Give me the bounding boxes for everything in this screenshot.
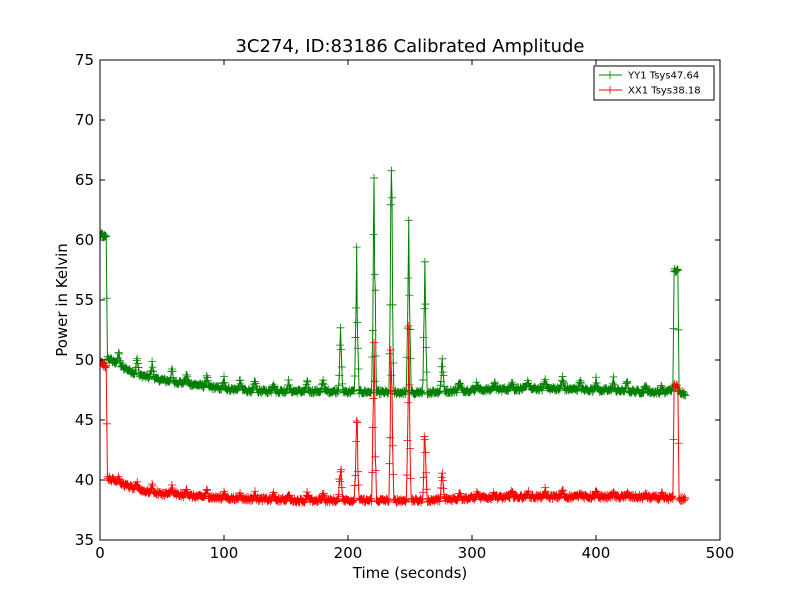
y-tick-label: 55 — [75, 291, 94, 309]
legend-marker — [606, 86, 614, 94]
chart-title: 3C274, ID:83186 Calibrated Amplitude — [235, 36, 584, 57]
y-tick-label: 60 — [75, 231, 94, 249]
series-markers — [100, 321, 690, 507]
x-tick-label: 100 — [210, 544, 239, 562]
legend: YY1 Tsys47.64 XX1 Tsys38.18 — [593, 65, 715, 101]
x-tick-label: 300 — [458, 544, 487, 562]
y-tick-label: 35 — [75, 531, 94, 549]
legend-label: YY1 Tsys47.64 — [627, 71, 699, 82]
x-axis-title: Time (seconds) — [352, 564, 468, 582]
legend-label: XX1 Tsys38.18 — [628, 86, 701, 97]
x-tick-label: 200 — [334, 544, 363, 562]
y-tick-label: 45 — [75, 411, 94, 429]
ticks-layer: 0 100 200 300 400 500 35 40 45 50 55 60 65 70 75 — [75, 51, 734, 562]
y-tick-label: 65 — [75, 171, 94, 189]
series-1 — [100, 166, 690, 400]
y-tick-label: 40 — [75, 471, 94, 489]
series-2 — [100, 321, 690, 507]
y-tick-label: 50 — [75, 351, 94, 369]
x-tick-label: 500 — [706, 544, 735, 562]
series-layer — [100, 166, 690, 507]
y-axis-title: Power in Kelvin — [53, 243, 71, 357]
y-tick-label: 70 — [75, 111, 94, 129]
legend-marker — [606, 71, 614, 79]
series-markers — [100, 166, 690, 400]
legend-box — [593, 65, 715, 101]
x-tick-label: 0 — [95, 544, 105, 562]
x-tick-label: 400 — [582, 544, 611, 562]
y-tick-label: 75 — [75, 51, 94, 69]
